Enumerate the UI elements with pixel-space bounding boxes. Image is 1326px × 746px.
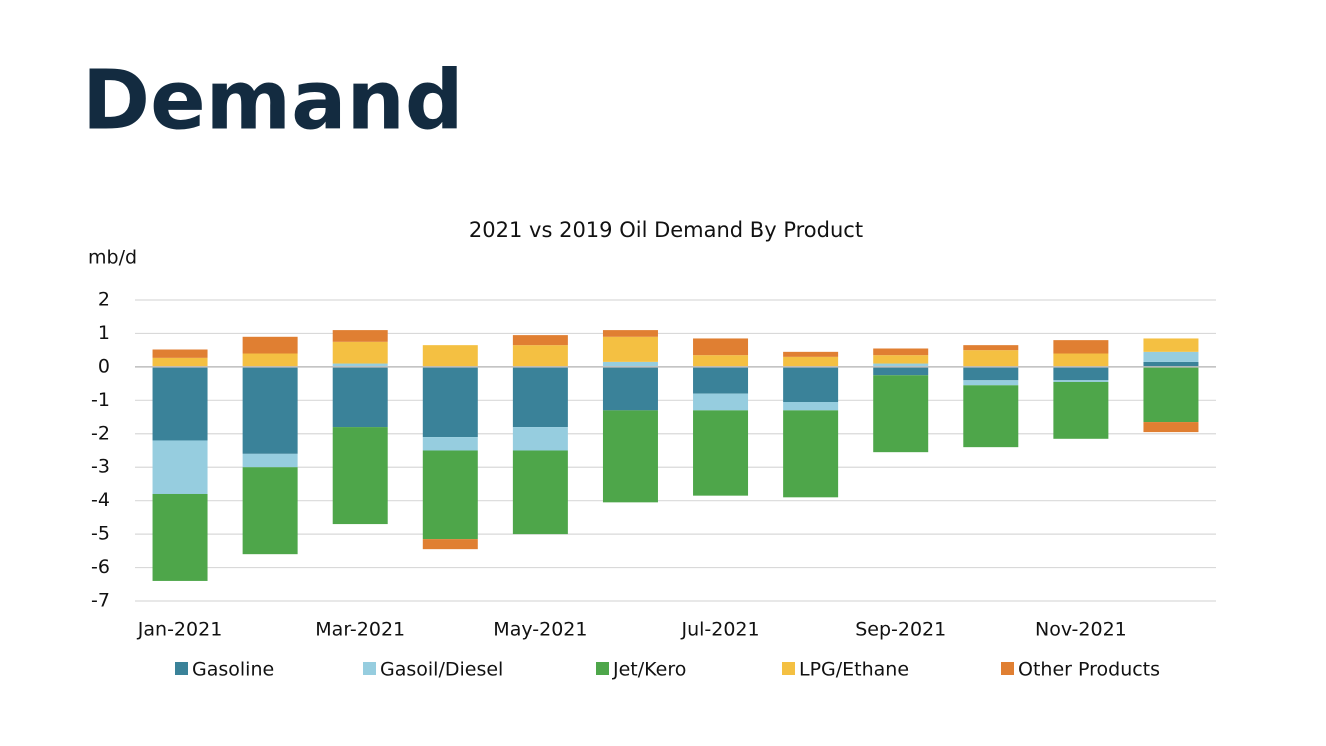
bar-segment (512, 366, 568, 428)
bar-segment (422, 345, 478, 367)
bar-segment (783, 366, 839, 403)
bar-segment (1053, 380, 1109, 382)
bar-segment (332, 330, 388, 342)
bar-segment (242, 353, 298, 367)
bar-segment (873, 348, 929, 356)
bar-segment (1143, 361, 1199, 367)
page-title: Demand (82, 53, 464, 148)
bar-segment (873, 355, 929, 364)
legend-label: Gasoline (192, 659, 274, 681)
bar-segment (152, 366, 208, 441)
bar-segment (693, 355, 749, 367)
bar-segment (152, 357, 208, 367)
legend-swatch (175, 662, 188, 675)
y-tick-label: 1 (98, 322, 110, 344)
bar-segment (963, 366, 1019, 381)
bar-segment (152, 440, 208, 494)
legend-label: Jet/Kero (612, 659, 686, 681)
legend-swatch (596, 662, 609, 675)
x-tick-label: Jul-2021 (680, 619, 759, 641)
bar-segment (242, 467, 298, 555)
bar-segment (1053, 381, 1109, 439)
bar-segment (512, 345, 568, 367)
bar-segment (332, 363, 388, 367)
bar-segment (1053, 340, 1109, 354)
y-tick-label: 2 (98, 289, 110, 311)
x-tick-label: Mar-2021 (315, 619, 405, 641)
bar-segment (693, 366, 749, 394)
bar-segment (873, 363, 929, 367)
bar-segment (873, 375, 929, 453)
bar-segment (963, 385, 1019, 448)
bar-segment (783, 351, 839, 357)
bar-segment (152, 349, 208, 358)
bar-segment (1143, 422, 1199, 433)
bar-segment (332, 341, 388, 364)
bar-segment (1143, 366, 1199, 423)
bar-segment (1053, 353, 1109, 367)
bar-segment (602, 330, 658, 337)
x-tick-label: Sep-2021 (855, 619, 946, 641)
bar-segment (512, 427, 568, 451)
bar-segment (873, 366, 929, 376)
bar-segment (422, 366, 478, 438)
legend-swatch (363, 662, 376, 675)
legend-label: LPG/Ethane (799, 659, 909, 681)
bar-segment (332, 427, 388, 525)
bar-segment (422, 437, 478, 451)
bar-segment (963, 380, 1019, 386)
y-tick-label: 0 (98, 355, 110, 377)
bar-segment (242, 336, 298, 354)
bar-segment (783, 356, 839, 367)
bar-segment (1143, 351, 1199, 362)
bar-segment (242, 453, 298, 468)
bar-segment (602, 366, 658, 411)
legend-swatch (782, 662, 795, 675)
bar-segment (783, 410, 839, 498)
x-tick-label: May-2021 (493, 619, 587, 641)
bar-segment (422, 539, 478, 550)
bar-segment (512, 335, 568, 346)
chart-title: 2021 vs 2019 Oil Demand By Product (469, 218, 863, 242)
bar-segment (422, 450, 478, 540)
bar-segment (602, 336, 658, 362)
bar-segment (963, 350, 1019, 367)
y-axis-label: mb/d (88, 247, 137, 269)
y-tick-label: -4 (91, 489, 110, 511)
bar-segment (602, 361, 658, 367)
y-tick-label: -6 (91, 556, 110, 578)
x-tick-label: Nov-2021 (1035, 619, 1127, 641)
bar-segment (1053, 366, 1109, 381)
bar-segment (783, 402, 839, 411)
bar-segment (242, 366, 298, 454)
bar-segment (332, 366, 388, 428)
legend-swatch (1001, 662, 1014, 675)
bar-segment (963, 345, 1019, 351)
y-tick-label: -2 (91, 422, 110, 444)
y-tick-label: -1 (91, 389, 110, 411)
y-tick-label: -7 (91, 590, 110, 612)
bar-segment (512, 450, 568, 535)
bar-segment (152, 493, 208, 581)
legend-label: Other Products (1018, 659, 1160, 681)
bar-segment (1143, 338, 1199, 352)
bar-segment (602, 410, 658, 503)
y-tick-label: -5 (91, 523, 110, 545)
x-tick-label: Jan-2021 (137, 619, 223, 641)
legend-label: Gasoil/Diesel (380, 659, 503, 681)
bar-segment (693, 393, 749, 411)
bar-segment (693, 410, 749, 496)
bar-segment (693, 338, 749, 356)
y-tick-label: -3 (91, 456, 110, 478)
